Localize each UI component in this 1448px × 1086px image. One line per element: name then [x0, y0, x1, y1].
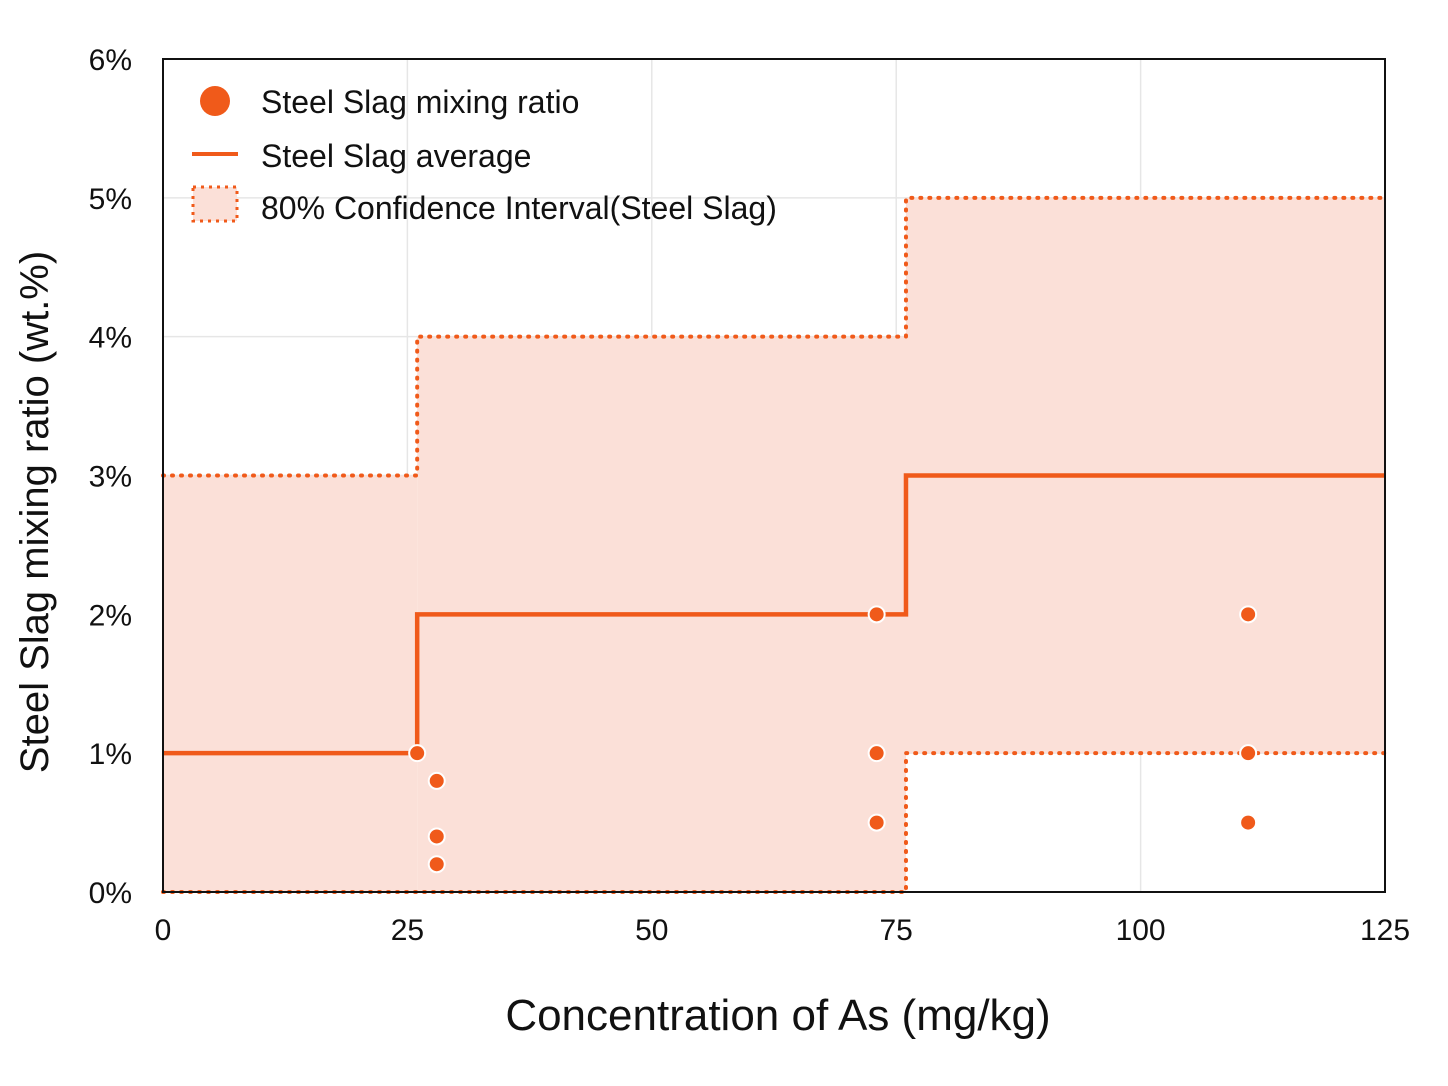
x-tick-label: 0 — [155, 914, 172, 947]
data-point — [867, 813, 886, 832]
data-point — [427, 827, 446, 846]
data-point — [427, 771, 446, 790]
y-tick-label: 3% — [89, 461, 132, 494]
y-tick-labels: 0% 1% 2% 3% 4% 5% 6% — [89, 44, 132, 910]
data-point — [1239, 744, 1258, 763]
average-step-line — [163, 473, 1385, 756]
y-tick-label: 4% — [89, 322, 132, 355]
y-tick-label: 5% — [89, 183, 132, 216]
data-point — [427, 855, 446, 874]
plot-frame — [162, 58, 1386, 893]
data-point — [867, 744, 886, 763]
x-tick-label: 125 — [1360, 914, 1410, 947]
legend-label-points: Steel Slag mixing ratio — [261, 84, 579, 120]
x-axis-title: Concentration of As (mg/kg) — [505, 991, 1050, 1040]
legend-label-interval: 80% Confidence Interval(Steel Slag) — [261, 190, 777, 226]
y-tick-label: 0% — [89, 877, 132, 910]
x-tick-label: 100 — [1116, 914, 1166, 947]
x-tick-labels: 0 25 50 75 100 125 — [155, 914, 1410, 947]
data-point — [867, 605, 886, 624]
legend-marker-icon — [200, 86, 230, 116]
legend: Steel Slag mixing ratio Steel Slag avera… — [191, 84, 777, 226]
data-point — [1239, 813, 1258, 832]
data-points — [408, 605, 1258, 874]
x-tick-label: 25 — [391, 914, 424, 947]
band-upper-bound — [161, 195, 1387, 478]
x-tick-label: 75 — [880, 914, 913, 947]
x-tick-label: 50 — [635, 914, 668, 947]
band-segment — [163, 475, 418, 892]
average-line — [163, 473, 1385, 756]
confidence-band — [161, 195, 1387, 894]
y-tick-label: 6% — [89, 44, 132, 77]
data-point — [1239, 605, 1258, 624]
y-axis-title: Steel Slag mixing ratio (wt.%) — [13, 251, 57, 773]
y-tick-label: 2% — [89, 599, 132, 632]
data-point — [408, 744, 427, 763]
legend-band-icon — [191, 185, 239, 223]
legend-label-average: Steel Slag average — [261, 138, 531, 174]
y-tick-label: 1% — [89, 738, 132, 771]
